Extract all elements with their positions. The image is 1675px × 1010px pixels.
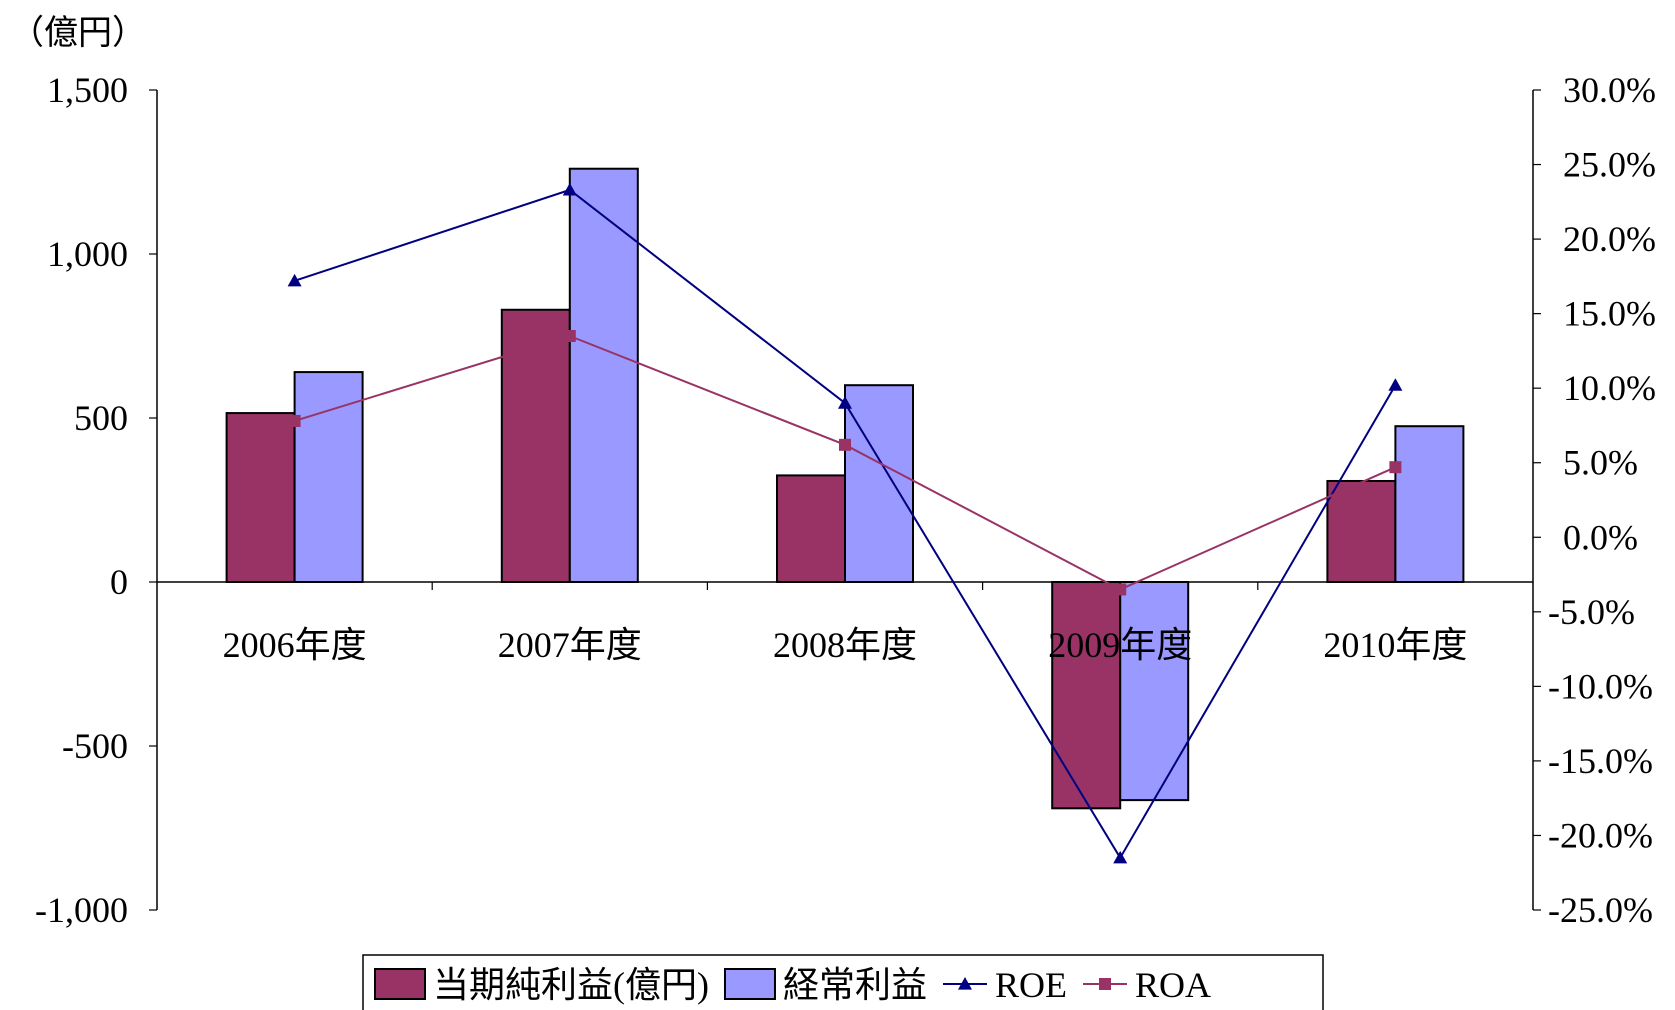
category-label: 2008年度 [773,625,917,665]
right-tick-label: 15.0% [1563,294,1656,334]
legend-marker-ROA [1099,978,1111,990]
category-label: 2006年度 [223,625,367,665]
legend-label-ROE: ROE [995,965,1067,1005]
right-tick-label: 10.0% [1563,368,1656,408]
category-label: 2010年度 [1323,625,1467,665]
left-tick-label: -1,000 [35,890,128,930]
right-tick-label: 0.0% [1563,517,1638,557]
left-tick-label: 500 [74,398,128,438]
point-ROE-2009年度 [1113,850,1128,864]
point-ROA-2009年度 [1114,583,1127,596]
bar-当期純利益(億円)-2009年度 [1051,581,1122,810]
right-tick-label: -20.0% [1548,815,1653,855]
lines-layer [287,182,1403,864]
bar-当期純利益(億円)-2006年度 [225,412,296,583]
bar-当期純利益(億円)-2007年度 [500,308,571,583]
right-tick-label: 25.0% [1563,145,1656,185]
category-label: 2009年度 [1048,625,1192,665]
point-ROA-2008年度 [839,438,851,451]
category-label: 2007年度 [498,625,642,665]
point-ROE-2010年度 [1388,378,1403,391]
bars-layer [225,167,1465,810]
left-axis-unit-label: （億円） [10,14,146,52]
bar-経常利益-2009年度 [1119,581,1190,802]
point-ROA-2007年度 [563,330,576,342]
legend-marker-ROE [958,977,972,990]
right-tick-label: -25.0% [1548,890,1653,930]
tick-labels-layer: -1,000 -500 0 500 1,000 1,500 -25.0% -20.0% -15.… [35,70,1656,930]
right-tick-label: 20.0% [1563,219,1656,259]
bar-当期純利益(億円)-2010年度 [1326,479,1397,584]
bar-当期純利益(億円)-2008年度 [776,474,846,583]
legend-label-経常利益: 経常利益 [783,965,927,1005]
bar-経常利益-2010年度 [1394,425,1465,584]
bar-経常利益-2008年度 [844,384,914,584]
right-tick-label: 30.0% [1563,70,1656,110]
left-tick-label: -500 [62,726,128,766]
left-tick-label: 0 [110,562,128,602]
left-tick-label: 1,000 [47,234,128,274]
point-ROE-2006年度 [287,273,302,287]
right-tick-label: 5.0% [1563,443,1638,483]
legend-box [362,954,1324,1010]
right-tick-label: -10.0% [1548,666,1653,706]
legend-swatch-経常利益 [723,968,776,1000]
point-ROE-2008年度 [838,396,852,409]
axes-layer [149,89,1541,911]
legend: 当期純利益(億円) 経常利益 ROE ROA [362,954,1324,1010]
legend-swatch-当期純利益(億円) [374,968,426,1000]
point-ROA-2006年度 [288,414,301,427]
right-tick-label: -5.0% [1548,592,1635,632]
point-ROA-2010年度 [1389,461,1402,474]
right-tick-label: -15.0% [1548,741,1653,781]
left-tick-label: 1,500 [47,70,128,110]
category-labels-layer: 2006年度 2007年度 2008年度 2009年度 2010年度 [223,625,1468,665]
point-ROE-2007年度 [562,182,577,196]
bar-経常利益-2006年度 [293,371,364,583]
legend-label-ROA: ROA [1135,965,1211,1005]
bar-経常利益-2007年度 [568,167,639,583]
legend-label-当期純利益(億円): 当期純利益(億円) [433,965,709,1005]
